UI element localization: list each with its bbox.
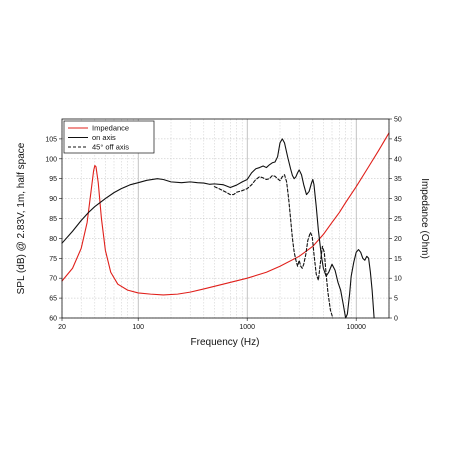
- y-right-tick-label: 0: [394, 316, 398, 323]
- x-axis-title: Frequency (Hz): [191, 337, 260, 348]
- y-right-tick-label: 50: [394, 117, 402, 124]
- off-axis-45-curve: [213, 174, 334, 319]
- y-left-tick-label: 75: [49, 256, 57, 263]
- y-right-tick-label: 15: [394, 256, 402, 263]
- legend-label-on-axis: on axis: [92, 133, 116, 142]
- series-layer: [61, 132, 390, 319]
- y-left-tick-label: 95: [49, 176, 57, 183]
- y-right-tick-label: 30: [394, 196, 402, 203]
- y-right-tick-label: 5: [394, 296, 398, 303]
- y-right-tick-label: 35: [394, 176, 402, 183]
- y-left-tick-label: 90: [49, 196, 57, 203]
- y-right-tick-label: 40: [394, 156, 402, 163]
- x-tick-label: 100: [132, 324, 144, 331]
- legend: Impedance on axis 45° off axis: [63, 120, 155, 154]
- y-left-tick-label: 85: [49, 216, 57, 223]
- legend-label-off-axis: 45° off axis: [92, 143, 129, 152]
- y-right-tick-label: 45: [394, 136, 402, 143]
- y-axis-right-title: Impedance (Ohm): [419, 178, 430, 259]
- y-axis-left-title: SPL (dB) @ 2.83V, 1m, half space: [16, 142, 27, 294]
- x-tick-label: 1000: [239, 324, 255, 331]
- y-left-tick-label: 65: [49, 296, 57, 303]
- y-right-tick-label: 25: [394, 216, 402, 223]
- y-right-tick-label: 20: [394, 236, 402, 243]
- impedance-curve: [61, 132, 390, 296]
- legend-label-impedance: Impedance: [92, 124, 129, 133]
- y-left-tick-label: 60: [49, 316, 57, 323]
- y-left-tick-label: 100: [45, 156, 57, 163]
- y-left-tick-label: 70: [49, 276, 57, 283]
- tick-layer: 20 100 1000 1000060657075808590951001050510…: [45, 117, 402, 332]
- x-tick-label: 20: [58, 324, 66, 331]
- y-right-tick-label: 10: [394, 276, 402, 283]
- on-axis-curve: [61, 138, 375, 319]
- x-tick-label: 10000: [346, 324, 366, 331]
- y-left-tick-label: 105: [45, 136, 57, 143]
- y-left-tick-label: 80: [49, 236, 57, 243]
